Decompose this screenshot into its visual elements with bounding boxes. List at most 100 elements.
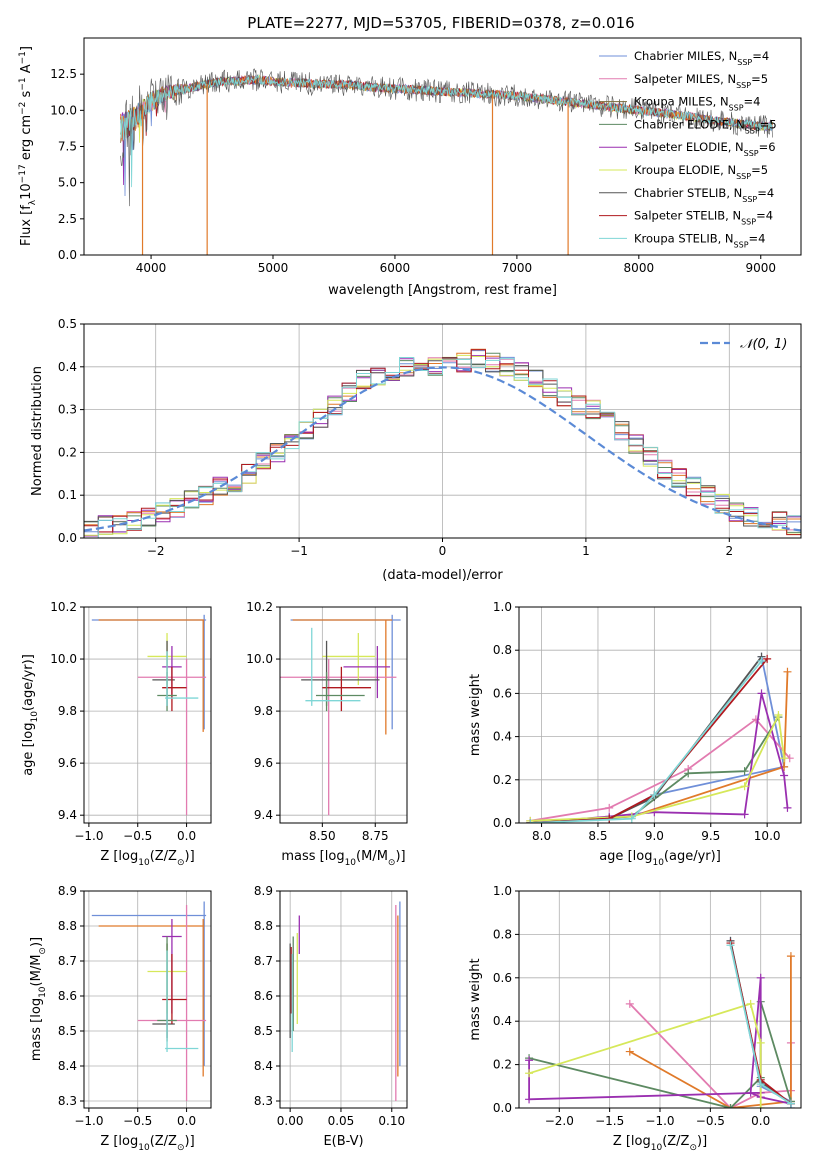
mass-weight-marker (783, 803, 792, 812)
y-tick-label: 9.4 (254, 808, 273, 822)
label-part: 10 (38, 986, 48, 998)
label-part: ⊙ (388, 858, 396, 868)
y-tick-label: 0.8 (493, 927, 512, 941)
mass-weight-marker (756, 973, 765, 982)
y-tick-label: 8.7 (58, 954, 77, 968)
mass-weight-marker (763, 654, 772, 663)
x-tick-label: 8.75 (362, 829, 389, 843)
mass-weight-marker (786, 952, 795, 961)
legend-label: 𝒩(0, 1) (740, 337, 787, 352)
legend-tail: =4 (757, 186, 774, 200)
mass-weight-marker (525, 1095, 534, 1104)
mass-weight-line (530, 693, 789, 823)
mass-weight-marker (740, 810, 749, 819)
legend-tail: =4 (744, 95, 761, 109)
y-axis-label: mass weight (468, 958, 483, 1040)
axes-frame (83, 890, 212, 1109)
y-tick-label: 10.2 (50, 600, 77, 614)
plot-area (526, 652, 794, 823)
y-tick-label: 9.6 (58, 756, 77, 770)
y-tick-label: 8.5 (58, 1024, 77, 1038)
label-part: (M/M (29, 955, 44, 987)
label-part: )] (185, 1134, 195, 1149)
label-part: )] (697, 1134, 707, 1149)
x-tick-label: 0.05 (328, 1114, 355, 1128)
legend-entry: Chabrier STELIB, NSSP=4 (634, 186, 774, 204)
label-part: Z [log (100, 849, 138, 864)
mass-weight-marker (783, 667, 792, 676)
y-tick-label: 8.5 (254, 1024, 273, 1038)
label-part: λ (28, 199, 38, 205)
y-tick-label: 10.0 (50, 652, 77, 666)
y-tick-label: 0.8 (493, 643, 512, 657)
legend-entry: Chabrier ELODIE, NSSP=5 (634, 117, 777, 135)
mass-weight-marker (756, 1104, 765, 1108)
mass-weight-marker (746, 999, 755, 1008)
legend-label: Kroupa MILES, N (634, 95, 729, 109)
y-axis-label: mass [log10(M/M⊙)] (29, 937, 48, 1061)
x-tick-label: 2 (725, 544, 733, 558)
x-tick-label: 6000 (380, 261, 411, 275)
x-axis-label: (data-model)/error (382, 568, 503, 583)
y-tick-label: 8.8 (58, 919, 77, 933)
legend-sub: SSP (737, 58, 752, 67)
label-part: Z [log (100, 1134, 138, 1149)
y-tick-label: 0.0 (58, 531, 77, 545)
mass-weight-marker (726, 1104, 735, 1108)
plot-area (525, 936, 795, 1108)
y-tick-label: 0.6 (493, 686, 512, 700)
label-part: 10 (345, 858, 357, 868)
x-tick-label: 0.00 (277, 1114, 304, 1128)
label-part: −1 (18, 51, 28, 64)
legend-sub: SSP (744, 149, 759, 158)
spectrum-panel: 4000 5000 6000 7000 8000 9000 0.0 2.5 5.0 7.5 10.0… (18, 37, 802, 298)
x-tick-label: 0.10 (378, 1114, 405, 1128)
x-axis-label: age [log10(age/yr)] (599, 849, 721, 868)
label-part: mass [log (281, 849, 344, 864)
axes-frame (83, 606, 212, 824)
plot-area (91, 614, 207, 816)
mass-weight-vs-age-panel: 8.0 8.5 9.0 9.5 10.0 0.0 0.2 0.4 0.6 0.8 1.0 age [l… (468, 600, 802, 868)
y-axis-label: Normed distribution (30, 366, 45, 496)
mass-vs-metallicity-panel: −1.0 −0.5 0.08.38.48.58.68.78.88.9Z [log10… (29, 884, 212, 1153)
x-axis-label: E(B-V) (323, 1134, 363, 1149)
y-tick-label: 8.3 (58, 1094, 77, 1108)
residuals-panel: −2 −1 0 1 2 0.0 0.1 0.2 0.3 0.4 0.5 (data-model)/er… (30, 317, 802, 583)
x-axis-label: Z [log10(Z/Z⊙)] (100, 1134, 194, 1153)
legend-label: Salpeter STELIB, N (634, 209, 741, 223)
axes-frame (518, 606, 802, 824)
y-tick-label: 0.4 (493, 1014, 512, 1028)
mass-weight-marker (746, 1088, 755, 1097)
x-tick-label: −1.0 (74, 1114, 103, 1128)
x-axis-label: Z [log10(Z/Z⊙)] (613, 1134, 707, 1153)
y-tick-label: 8.7 (254, 954, 273, 968)
mass-weight-marker (780, 754, 789, 763)
y-tick-label: 8.9 (254, 884, 273, 898)
mass-weight-marker (757, 657, 766, 665)
x-tick-label: 9000 (745, 261, 776, 275)
legend-tail: =4 (756, 209, 773, 223)
label-part: )] (29, 937, 44, 947)
x-tick-label: 0.0 (177, 829, 196, 843)
plot-area (280, 614, 401, 816)
label-part: 10 (651, 1143, 663, 1153)
mass-weight-marker (726, 941, 735, 950)
x-tick-label: 8.50 (309, 829, 336, 843)
x-tick-label: 9.0 (645, 829, 664, 843)
label-part: age [log (21, 723, 36, 776)
legend-label: Kroupa ELODIE, N (634, 163, 736, 177)
legend-label: Salpeter MILES, N (634, 72, 736, 86)
y-tick-label: 8.6 (58, 989, 77, 1003)
mass-weight-marker (684, 769, 693, 778)
mass-weight-marker (650, 790, 659, 799)
label-part: 10 (138, 858, 150, 868)
axes-frame (83, 323, 802, 539)
legend-label: Chabrier MILES, N (634, 49, 737, 63)
legend-label: Chabrier STELIB, N (634, 186, 742, 200)
legend-sub: SSP (745, 126, 760, 135)
mass-weight-marker (756, 1080, 765, 1089)
x-tick-label: −1.0 (74, 829, 103, 843)
y-tick-label: 0.3 (58, 403, 77, 417)
label-part: A (19, 64, 34, 77)
x-tick-label: −0.5 (123, 1114, 152, 1128)
